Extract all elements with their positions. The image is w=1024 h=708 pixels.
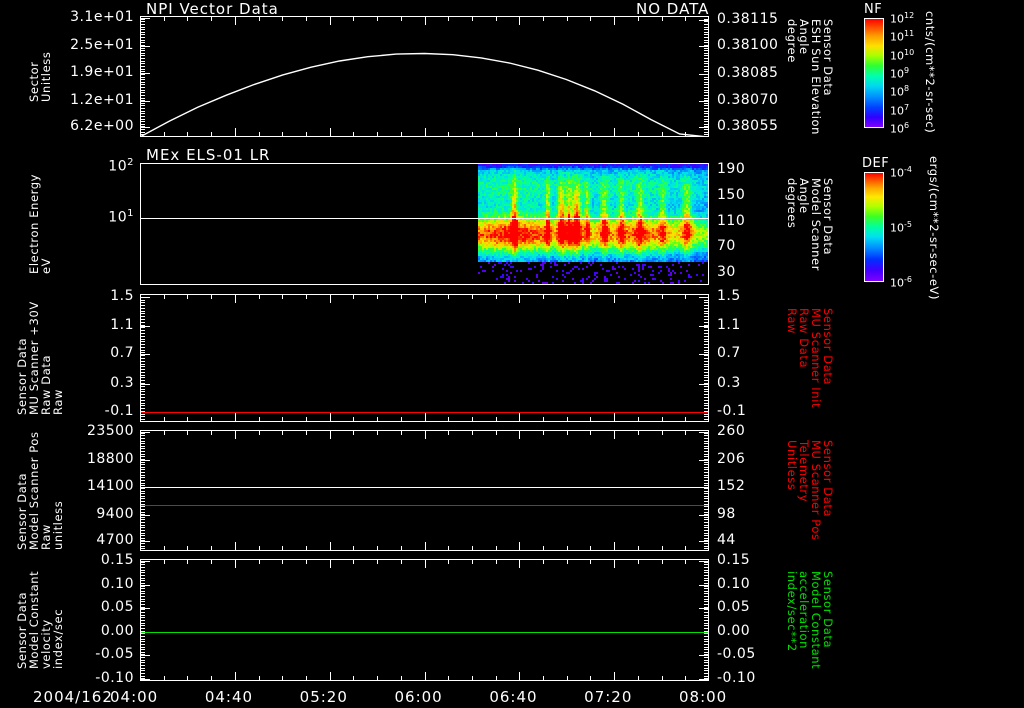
colorbar-def xyxy=(864,172,884,282)
axis-tick-label: 0.00 xyxy=(717,623,751,640)
axis-tick-label: 101 xyxy=(108,207,134,226)
plot-frame-mu-scanner-30v xyxy=(140,294,709,422)
panel-title-mex-els: MEx ELS-01 LR xyxy=(146,146,271,164)
colorbar-nf-tick: 1010 xyxy=(890,47,915,63)
axis-tick-label: 98 xyxy=(717,505,736,522)
time-axis-date: 2004/162 xyxy=(33,688,113,706)
right-axis-label-model-constant-velocity: Sensor Data Model Constant acceleration ind… xyxy=(784,571,835,670)
axis-tick-label: 23500 xyxy=(86,423,134,440)
colorbar-nf-title: NF xyxy=(864,2,883,17)
left-axis-label-model-constant-velocity: Sensor Data Model Constant velocity index/s… xyxy=(15,570,66,669)
colorbar-nf-tick: 106 xyxy=(890,121,910,136)
axis-tick-label: 18800 xyxy=(86,451,134,468)
colorbar-def-tick: 10-5 xyxy=(890,220,912,235)
time-axis-tick-label: 08:00 xyxy=(679,688,728,706)
axis-tick-label: 0.00 xyxy=(100,623,134,640)
colorbar-nf xyxy=(864,18,884,128)
left-axis-label-sector: Sector Unitless xyxy=(27,51,54,102)
time-axis-tick-label: 06:40 xyxy=(489,688,538,706)
axis-tick-label: 150 xyxy=(717,186,746,203)
axis-tick-label: 0.38100 xyxy=(717,37,779,54)
colorbar-def-unit-label: ergs/(cm**2-sr-sec-eV) xyxy=(927,156,941,301)
axis-tick-label: 0.15 xyxy=(100,552,134,569)
axis-tick-label: 0.10 xyxy=(717,575,751,592)
colorbar-nf-unit-label: cnts/(cm**2-sr-sec) xyxy=(923,11,937,134)
plot-frame-model-scanner-pos xyxy=(140,430,709,551)
axis-tick-label: 4700 xyxy=(96,532,134,549)
axis-tick-label: 30 xyxy=(717,263,736,280)
colorbar-nf-tick: 108 xyxy=(890,84,910,99)
colorbar-nf-tick: 1011 xyxy=(890,29,915,44)
axis-tick-label: 0.7 xyxy=(110,345,134,362)
time-axis-tick-label: 05:20 xyxy=(299,688,348,706)
right-axis-label-model-scanner-pos: Sensor Data MU Scanner Pos Telemetry Unitle… xyxy=(784,440,835,541)
axis-tick-label: 1.2e+01 xyxy=(70,91,134,108)
plot-frame-model-constant-velocity xyxy=(140,559,709,681)
left-axis-label-mu-scanner-30v: Sensor Data MU Scanner +30V Raw Data Raw xyxy=(15,301,66,415)
time-axis-tick-label: 04:40 xyxy=(204,688,254,706)
axis-tick-label: -0.05 xyxy=(95,646,134,663)
axis-tick-label: 6.2e+00 xyxy=(70,118,134,135)
axis-tick-label: 2.5e+01 xyxy=(70,37,134,54)
plot-frame-npi-vector xyxy=(140,16,709,137)
axis-tick-label: 0.38085 xyxy=(717,65,779,82)
spectrogram-image xyxy=(141,164,708,284)
axis-tick-label: 1.5 xyxy=(110,287,134,304)
colorbar-def-tick: 10-4 xyxy=(890,165,912,180)
axis-tick-label: 14100 xyxy=(86,477,134,494)
axis-tick-label: -0.10 xyxy=(717,669,756,686)
panel-status-no-data: NO DATA xyxy=(636,0,710,18)
axis-tick-label: 260 xyxy=(717,423,746,440)
right-axis-label-esh-sun-elevation: Sensor Data ESH Sun Elevation Angle degree xyxy=(784,18,835,135)
axis-tick-label: 1.5 xyxy=(717,287,741,304)
panel-title-npi: NPI Vector Data xyxy=(146,0,279,18)
axis-tick-label: 190 xyxy=(717,161,746,178)
axis-tick-label: -0.05 xyxy=(717,646,756,663)
colorbar-def-title: DEF xyxy=(862,156,890,171)
axis-tick-label: 0.38115 xyxy=(717,10,779,27)
axis-tick-label: 44 xyxy=(717,532,736,549)
axis-tick-label: 0.10 xyxy=(100,575,134,592)
axis-tick-label: 102 xyxy=(108,156,134,175)
axis-tick-label: 0.15 xyxy=(717,552,751,569)
right-axis-label-model-scanner-angle: Sensor Data Model Scanner Angle degrees xyxy=(784,177,835,271)
time-axis-tick-label: 07:20 xyxy=(584,688,633,706)
colorbar-nf-tick: 1012 xyxy=(890,11,915,26)
left-axis-label-electron-energy: Electron Energy eV xyxy=(27,173,54,274)
axis-tick-label: 1.9e+01 xyxy=(70,63,134,80)
colorbar-nf-tick: 109 xyxy=(890,66,910,81)
axis-tick-label: 0.38055 xyxy=(717,118,779,135)
time-axis-tick-label: 06:00 xyxy=(394,688,443,706)
axis-tick-label: 152 xyxy=(717,477,746,494)
axis-tick-label: 0.7 xyxy=(717,345,741,362)
axis-tick-label: 0.3 xyxy=(110,374,134,391)
axis-tick-label: -0.10 xyxy=(95,669,134,686)
time-axis-tick-label: 04:00 xyxy=(110,688,159,706)
left-axis-label-model-scanner-pos: Sensor Data Model Scanner Pos Raw unitless xyxy=(15,431,66,550)
colorbar-def-tick: 10-6 xyxy=(890,275,912,290)
axis-tick-label: 9400 xyxy=(96,505,134,522)
axis-tick-label: 0.05 xyxy=(717,598,751,615)
axis-tick-label: 0.05 xyxy=(100,598,134,615)
axis-tick-label: -0.1 xyxy=(104,402,134,419)
axis-tick-label: 110 xyxy=(717,212,746,229)
axis-tick-label: 0.38070 xyxy=(717,91,779,108)
axis-tick-label: 206 xyxy=(717,451,746,468)
axis-tick-label: 0.3 xyxy=(717,374,741,391)
axis-tick-label: 70 xyxy=(717,238,736,255)
axis-tick-label: -0.1 xyxy=(717,402,747,419)
axis-tick-label: 3.1e+01 xyxy=(70,9,134,26)
colorbar-nf-tick: 107 xyxy=(890,102,910,118)
right-axis-label-mu-scanner-30v: Sensor Data MU Scanner Init Raw Data Raw xyxy=(784,308,835,409)
axis-tick-label: 1.1 xyxy=(110,317,134,333)
axis-tick-label: 1.1 xyxy=(717,317,741,333)
